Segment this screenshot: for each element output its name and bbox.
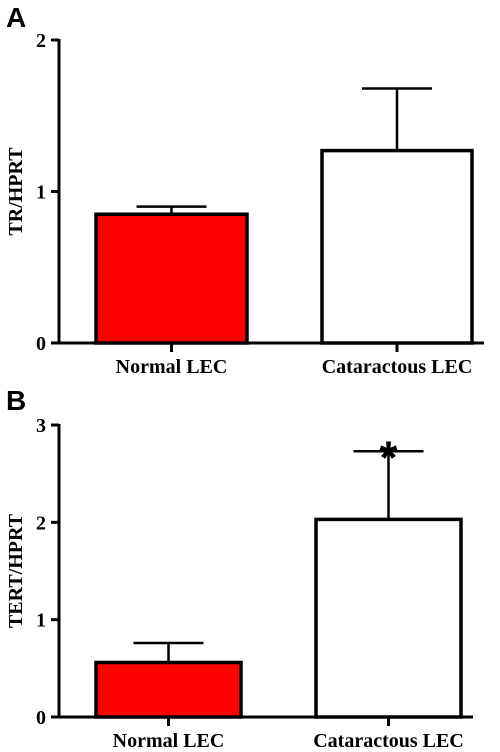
x-category-label: Normal LEC xyxy=(116,356,228,378)
y-tick-label: 0 xyxy=(36,333,46,355)
x-category-label: Cataractous LEC xyxy=(322,356,473,378)
panel-letter: A xyxy=(6,2,26,33)
y-axis-label: TERT/HPRT xyxy=(5,513,27,628)
y-tick-label: 1 xyxy=(36,182,46,204)
panel-b: B 0 1 2 3 TERT/HPRT Normal LEC Cataractous LEC * xyxy=(5,385,473,752)
bar-cataractous-lec xyxy=(314,517,463,719)
panel-letter: B xyxy=(6,385,26,416)
panel-a: A 0 1 2 TR/HPRT Normal LEC Cataractous LEC xyxy=(5,2,484,378)
bar-cataractous-lec xyxy=(320,148,474,345)
significance-marker: * xyxy=(380,431,398,483)
x-category-label: Cataractous LEC xyxy=(313,730,464,752)
bar-normal-lec xyxy=(94,212,249,345)
y-tick-label: 2 xyxy=(36,512,46,534)
y-tick-label: 2 xyxy=(36,30,46,52)
x-category-label: Normal LEC xyxy=(113,730,225,752)
y-tick-label: 1 xyxy=(36,610,46,632)
y-tick-label: 0 xyxy=(36,707,46,729)
bar-normal-lec xyxy=(94,660,243,719)
y-tick-label: 3 xyxy=(36,415,46,437)
y-axis-label: TR/HPRT xyxy=(5,147,27,236)
